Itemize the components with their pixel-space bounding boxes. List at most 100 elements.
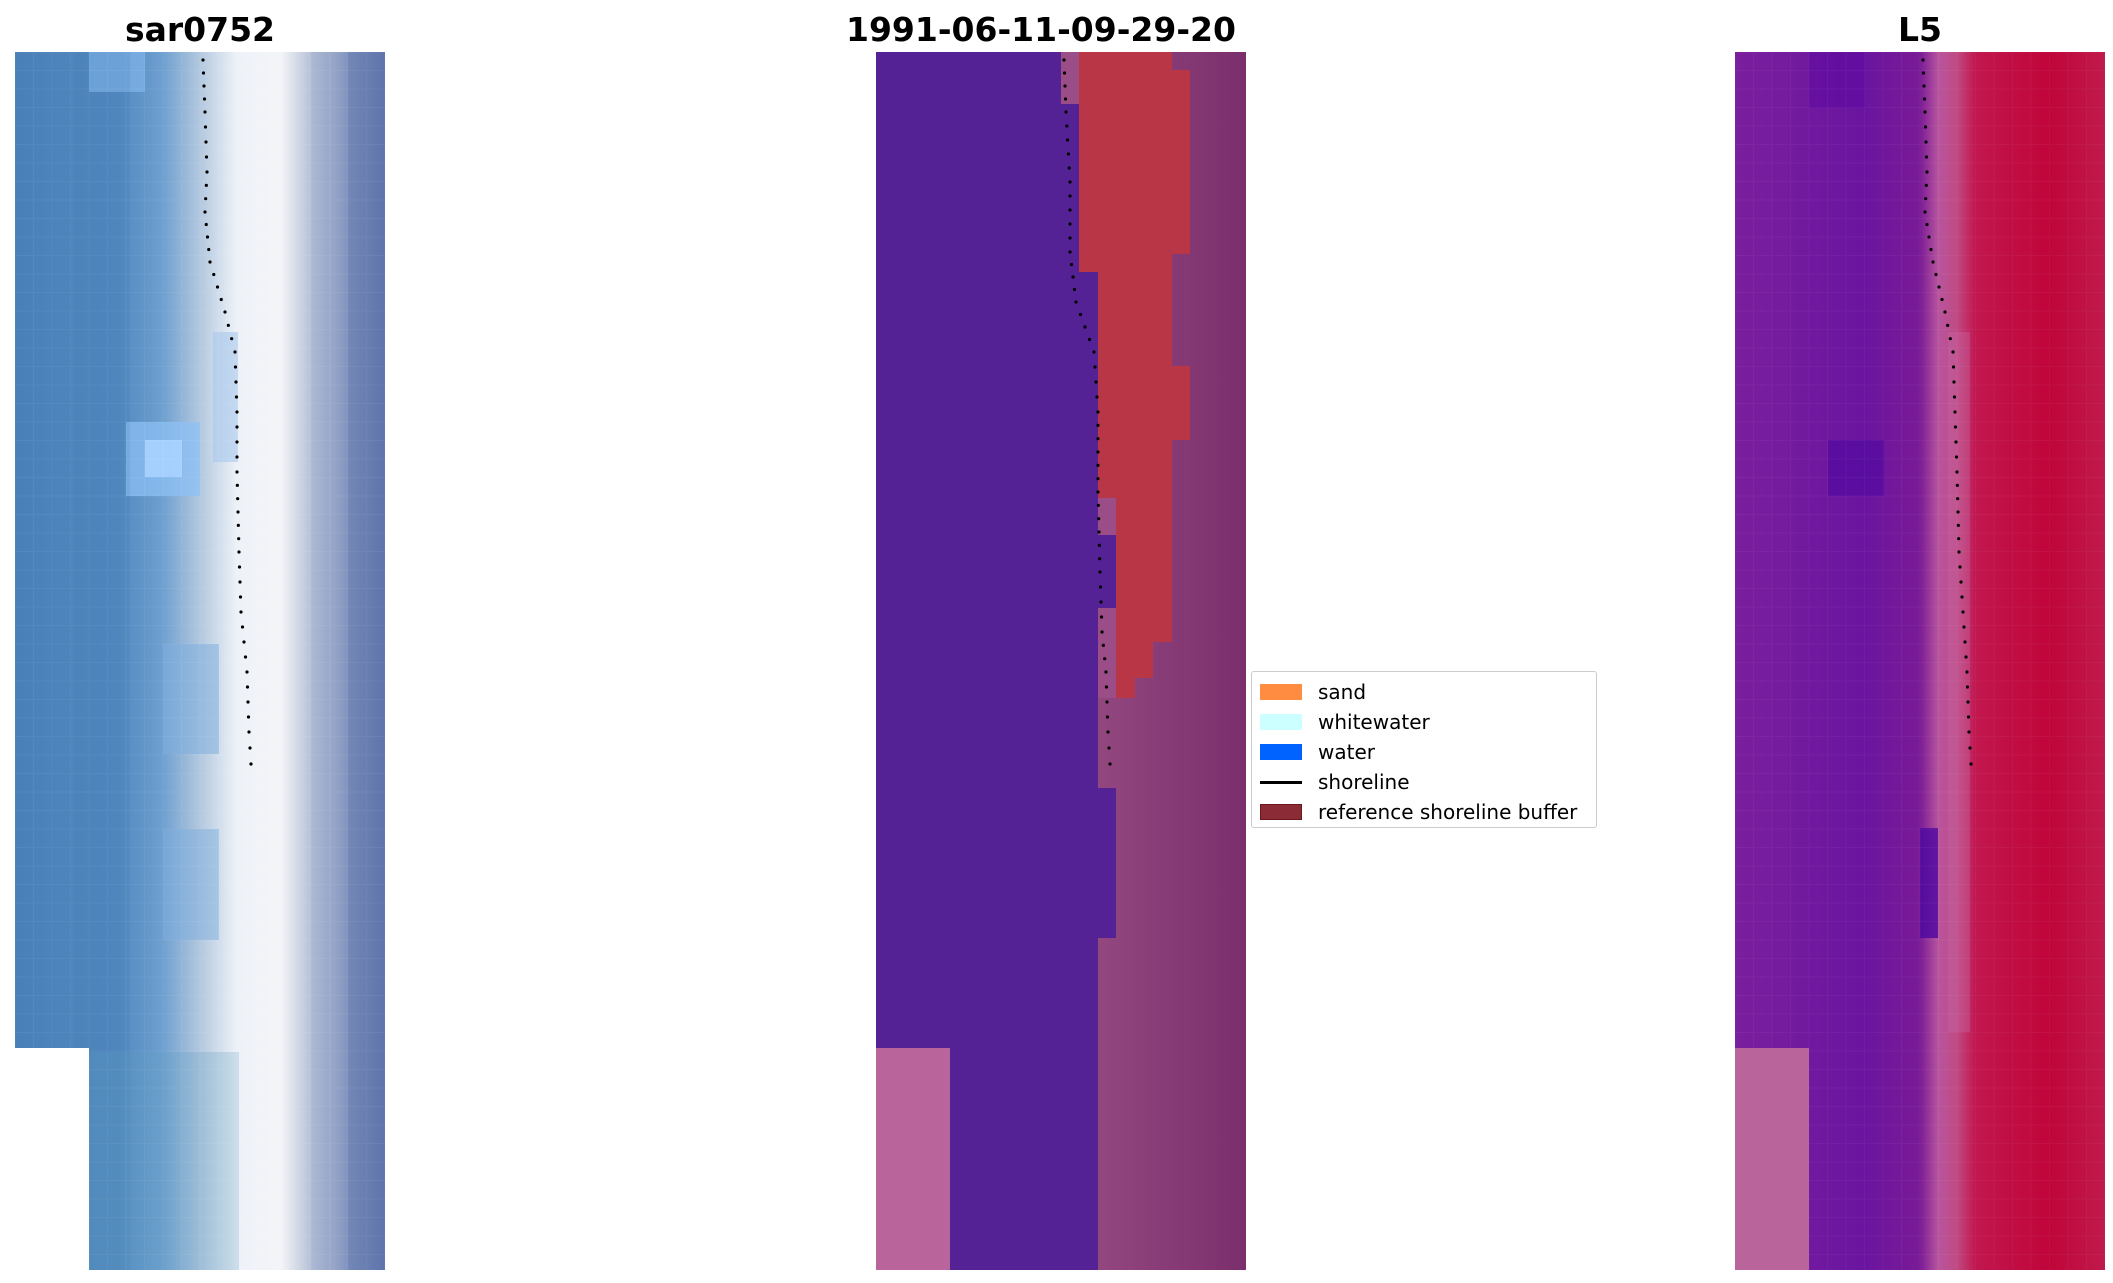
shoreline-dot	[1068, 180, 1072, 184]
shoreline-dot	[1924, 197, 1928, 201]
shoreline-dot	[1958, 565, 1962, 569]
shoreline-dot	[236, 497, 240, 501]
shoreline-dot	[233, 365, 238, 369]
shoreline-dot	[243, 655, 248, 659]
water-region	[876, 52, 1116, 1270]
shoreline-dot	[1068, 208, 1072, 212]
shoreline-dot	[236, 510, 240, 514]
shoreline-dot	[1092, 350, 1096, 354]
shoreline-dot	[1067, 166, 1071, 170]
legend-label: reference shoreline buffer	[1318, 800, 1578, 824]
shoreline-dot	[204, 140, 208, 144]
legend-item-reference-buffer: reference shoreline buffer	[1252, 797, 1596, 827]
shoreline-dot	[1096, 410, 1100, 414]
legend-item-shoreline: shoreline	[1252, 767, 1596, 797]
shoreline-dot	[1961, 610, 1965, 614]
shoreline-dot	[1951, 350, 1955, 354]
shoreline-dot	[1066, 152, 1070, 156]
shoreline-dot	[1100, 630, 1104, 634]
shoreline-dot	[215, 285, 220, 289]
shoreline-dot	[245, 670, 249, 674]
shoreline-dot	[1101, 643, 1105, 647]
shoreline-dot	[1062, 71, 1067, 75]
legend-item-whitewater: whitewater	[1252, 707, 1596, 737]
shoreline-dot	[1096, 490, 1100, 494]
shoreline-dot	[1069, 262, 1074, 267]
shoreline-dot	[205, 170, 209, 174]
shoreline-dot	[212, 272, 216, 277]
shoreline-dot	[1099, 615, 1104, 619]
shoreline-dot	[1953, 425, 1958, 429]
shoreline-dot	[1967, 730, 1971, 734]
shoreline-dot	[1934, 272, 1938, 277]
shoreline-dot	[1106, 730, 1110, 734]
shoreline-dot	[1098, 557, 1102, 561]
legend: sand whitewater water shoreline referenc…	[1251, 671, 1597, 828]
shoreline-dot	[1923, 210, 1927, 214]
rgb-image-panel	[15, 52, 385, 1270]
shoreline-dot	[1927, 235, 1931, 239]
shoreline-dot	[234, 380, 238, 384]
shoreline-dot	[1962, 625, 1966, 629]
sand-swatch	[1260, 684, 1302, 700]
shoreline-dot	[1964, 655, 1968, 659]
shoreline-dot	[1068, 250, 1072, 254]
shoreline-dot	[1108, 762, 1112, 766]
shoreline-dot	[238, 580, 242, 584]
shoreline-dot	[1071, 275, 1075, 279]
shoreline-dot	[1104, 670, 1108, 674]
legend-label: shoreline	[1318, 770, 1410, 794]
shoreline-dot	[1068, 194, 1072, 198]
shoreline-dot	[246, 700, 250, 704]
shoreline-dot	[1096, 437, 1100, 441]
shoreline-dot	[1093, 365, 1097, 369]
shoreline-dot	[1083, 325, 1087, 329]
reference-shoreline-buffer	[1079, 52, 1190, 698]
legend-item-water: water	[1252, 737, 1596, 767]
shoreline-dots-index	[1921, 58, 1973, 766]
shoreline-dot	[1959, 580, 1963, 584]
shoreline-dot	[1951, 365, 1956, 369]
shoreline-dot	[1063, 97, 1068, 101]
legend-item-sand: sand	[1252, 677, 1596, 707]
shoreline-dot	[204, 197, 208, 201]
shoreline-dot	[1953, 410, 1957, 414]
shoreline-dot	[1095, 395, 1099, 399]
shoreline-dot	[1943, 310, 1947, 314]
shoreline-dot	[1104, 685, 1109, 689]
shoreline-dot	[1062, 58, 1066, 62]
shoreline-dot	[1064, 110, 1068, 114]
shoreline-dot	[204, 222, 208, 227]
legend-label: sand	[1318, 680, 1367, 704]
shoreline-dot	[235, 483, 239, 487]
shoreline-dot	[1925, 222, 1929, 227]
shoreline-dot	[1954, 455, 1959, 459]
shoreline-dot	[235, 425, 239, 429]
shoreline-dot	[237, 537, 241, 541]
shoreline-dot	[233, 350, 237, 354]
shoreline-dot	[1924, 183, 1928, 187]
shoreline-dot	[235, 470, 239, 474]
shoreline-dot	[237, 550, 241, 554]
shoreline-dot	[246, 715, 251, 719]
shoreline-dot	[208, 260, 212, 264]
shoreline-dot	[239, 610, 243, 614]
shoreline-dot	[205, 235, 210, 239]
shoreline-dot	[235, 455, 239, 459]
shoreline-dot	[1952, 395, 1957, 399]
shoreline-dot	[1965, 685, 1970, 689]
shoreline-dot	[202, 97, 207, 101]
shoreline-dot	[1965, 670, 1969, 674]
shoreline-dot	[1946, 323, 1950, 327]
reference-buffer-swatch	[1260, 804, 1302, 820]
shoreline-dot	[1931, 260, 1935, 264]
shoreline-dot	[202, 84, 206, 88]
shoreline-dot	[201, 58, 205, 62]
shoreline-dot	[1072, 287, 1077, 292]
shoreline-dot	[1087, 337, 1092, 342]
shoreline-dot	[238, 595, 243, 599]
shoreline-dot	[204, 183, 208, 187]
shoreline-dot	[1922, 84, 1926, 88]
shoreline-dot	[248, 746, 252, 750]
shoreline-dot	[1957, 550, 1961, 554]
